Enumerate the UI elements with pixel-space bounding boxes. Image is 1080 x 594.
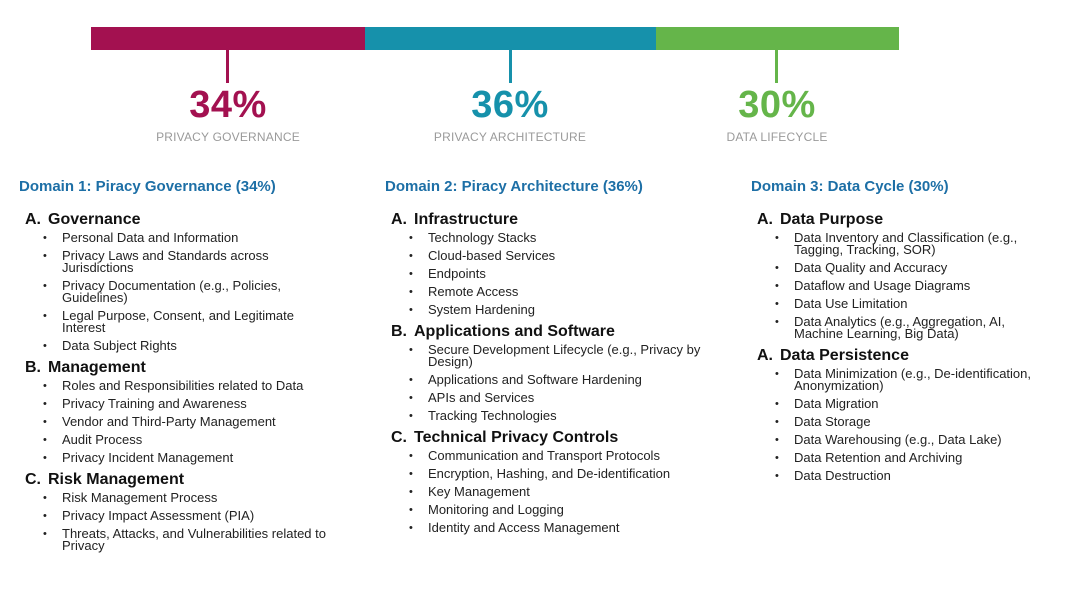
topic-item: Data Quality and Accuracy bbox=[775, 261, 1051, 274]
section-title: Applications and Software bbox=[414, 323, 615, 340]
lifecycle-tick bbox=[775, 50, 778, 83]
domain-title: Domain 2: Piracy Architecture (36%) bbox=[385, 178, 643, 195]
topic-list: Personal Data and Information Privacy Law… bbox=[25, 231, 339, 352]
topic-list: Data Minimization (e.g., De-identificati… bbox=[757, 367, 1051, 482]
topic-item: Data Use Limitation bbox=[775, 297, 1051, 310]
section-letter: C. bbox=[391, 429, 407, 446]
topic-item: Monitoring and Logging bbox=[409, 503, 705, 516]
section-letter: A. bbox=[757, 347, 773, 364]
topic-item: Legal Purpose, Consent, and Legitimate I… bbox=[43, 309, 339, 334]
architecture-tick bbox=[509, 50, 512, 83]
topic-item: System Hardening bbox=[409, 303, 705, 316]
topic-list: Communication and Transport Protocols Enc… bbox=[391, 449, 705, 534]
topic-item: Communication and Transport Protocols bbox=[409, 449, 705, 462]
domain-column: Domain 2: Piracy Architecture (36%) A. Inf… bbox=[385, 178, 705, 540]
domain-section: C. Risk Management Risk Management Process… bbox=[25, 470, 339, 552]
lifecycle-percent: 30% bbox=[738, 84, 816, 126]
topic-item: Privacy Laws and Standards across Jurisd… bbox=[43, 249, 339, 274]
domain-column: Domain 1: Piracy Governance (34%) A. Gover… bbox=[19, 178, 339, 558]
domain-section: B. Applications and Software Secure Develo… bbox=[391, 322, 705, 422]
topic-item: Roles and Responsibilities related to Da… bbox=[43, 379, 339, 392]
section-letter: A. bbox=[757, 211, 773, 228]
topic-item: Personal Data and Information bbox=[43, 231, 339, 244]
domain-section: A. Governance Personal Data and Informatio… bbox=[25, 210, 339, 352]
section-title: Risk Management bbox=[48, 471, 185, 488]
section-letter: A. bbox=[25, 211, 41, 228]
topic-item: Applications and Software Hardening bbox=[409, 373, 705, 386]
governance-caption: PRIVACY GOVERNANCE bbox=[156, 130, 300, 144]
topic-item: Cloud-based Services bbox=[409, 249, 705, 262]
topic-item: Threats, Attacks, and Vulnerabilities re… bbox=[43, 527, 339, 552]
topic-item: Technology Stacks bbox=[409, 231, 705, 244]
domain-column: Domain 3: Data Cycle (30%) A. Data Purpose… bbox=[751, 178, 1051, 488]
topic-item: Audit Process bbox=[43, 433, 339, 446]
topic-item: Data Retention and Archiving bbox=[775, 451, 1051, 464]
section-heading: B. Applications and Software bbox=[391, 322, 705, 341]
topic-item: Data Inventory and Classification (e.g.,… bbox=[775, 231, 1051, 256]
domain-title: Domain 3: Data Cycle (30%) bbox=[751, 178, 949, 195]
domain-title: Domain 1: Piracy Governance (34%) bbox=[19, 178, 276, 195]
section-heading: A. Data Persistence bbox=[757, 346, 1051, 365]
section-heading: A. Data Purpose bbox=[757, 210, 1051, 229]
topic-item: Tracking Technologies bbox=[409, 409, 705, 422]
topic-list: Secure Development Lifecycle (e.g., Priv… bbox=[391, 343, 705, 422]
section-title: Management bbox=[48, 359, 146, 376]
topic-item: Secure Development Lifecycle (e.g., Priv… bbox=[409, 343, 705, 368]
topic-item: Data Storage bbox=[775, 415, 1051, 428]
section-letter: C. bbox=[25, 471, 41, 488]
topic-item: Data Migration bbox=[775, 397, 1051, 410]
lifecycle-segment bbox=[656, 27, 899, 50]
topic-item: APIs and Services bbox=[409, 391, 705, 404]
architecture-segment bbox=[365, 27, 656, 50]
section-title: Governance bbox=[48, 211, 141, 228]
section-letter: B. bbox=[391, 323, 407, 340]
topic-item: Data Analytics (e.g., Aggregation, AI, M… bbox=[775, 315, 1051, 340]
domain-section: A. Infrastructure Technology Stacks Cloud-b… bbox=[391, 210, 705, 316]
section-heading: C. Risk Management bbox=[25, 470, 339, 489]
section-heading: A. Infrastructure bbox=[391, 210, 705, 229]
domain-section: B. Management Roles and Responsibilities r… bbox=[25, 358, 339, 464]
topic-item: Data Warehousing (e.g., Data Lake) bbox=[775, 433, 1051, 446]
section-title: Data Persistence bbox=[780, 347, 909, 364]
topic-item: Data Subject Rights bbox=[43, 339, 339, 352]
topic-item: Privacy Training and Awareness bbox=[43, 397, 339, 410]
topic-item: Encryption, Hashing, and De-identificati… bbox=[409, 467, 705, 480]
section-title: Data Purpose bbox=[780, 211, 884, 228]
topic-item: Data Minimization (e.g., De-identificati… bbox=[775, 367, 1051, 392]
topic-item: Data Destruction bbox=[775, 469, 1051, 482]
section-letter: B. bbox=[25, 359, 41, 376]
topic-item: Endpoints bbox=[409, 267, 705, 280]
topic-item: Risk Management Process bbox=[43, 491, 339, 504]
topic-item: Remote Access bbox=[409, 285, 705, 298]
governance-tick bbox=[226, 50, 229, 83]
topic-item: Privacy Impact Assessment (PIA) bbox=[43, 509, 339, 522]
domain-section: C. Technical Privacy Controls Communicatio… bbox=[391, 428, 705, 534]
section-heading: C. Technical Privacy Controls bbox=[391, 428, 705, 447]
topic-item: Identity and Access Management bbox=[409, 521, 705, 534]
governance-segment bbox=[91, 27, 365, 50]
topic-list: Technology Stacks Cloud-based Services End… bbox=[391, 231, 705, 316]
architecture-percent: 36% bbox=[471, 84, 549, 126]
section-heading: B. Management bbox=[25, 358, 339, 377]
topic-item: Key Management bbox=[409, 485, 705, 498]
topic-list: Roles and Responsibilities related to Da… bbox=[25, 379, 339, 464]
topic-item: Privacy Incident Management bbox=[43, 451, 339, 464]
topic-item: Vendor and Third-Party Management bbox=[43, 415, 339, 428]
section-letter: A. bbox=[391, 211, 407, 228]
topic-item: Dataflow and Usage Diagrams bbox=[775, 279, 1051, 292]
governance-percent: 34% bbox=[189, 84, 267, 126]
architecture-caption: PRIVACY ARCHITECTURE bbox=[433, 130, 587, 144]
lifecycle-caption: DATA LIFECYCLE bbox=[726, 130, 828, 144]
topic-list: Data Inventory and Classification (e.g.,… bbox=[757, 231, 1051, 340]
section-title: Technical Privacy Controls bbox=[414, 429, 619, 446]
section-title: Infrastructure bbox=[414, 211, 519, 228]
domain-section: A. Data Persistence Data Minimization (e.g… bbox=[757, 346, 1051, 482]
topic-item: Privacy Documentation (e.g., Policies, G… bbox=[43, 279, 339, 304]
domain-section: A. Data Purpose Data Inventory and Classif… bbox=[757, 210, 1051, 340]
section-heading: A. Governance bbox=[25, 210, 339, 229]
topic-list: Risk Management Process Privacy Impact As… bbox=[25, 491, 339, 552]
